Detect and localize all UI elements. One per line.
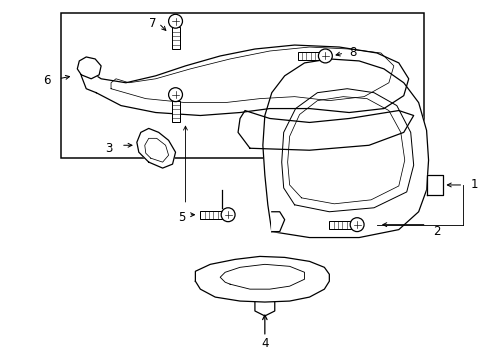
Polygon shape	[81, 45, 408, 116]
Polygon shape	[263, 59, 427, 238]
Circle shape	[318, 49, 332, 63]
Text: 8: 8	[348, 46, 356, 59]
Polygon shape	[254, 302, 274, 316]
Polygon shape	[271, 212, 284, 231]
Polygon shape	[238, 111, 413, 150]
Polygon shape	[77, 57, 101, 79]
Text: 1: 1	[469, 179, 477, 192]
Bar	[297, 52, 319, 60]
Text: 7: 7	[149, 17, 156, 30]
Bar	[171, 100, 179, 122]
Polygon shape	[195, 256, 328, 302]
Text: 3: 3	[105, 142, 113, 155]
Polygon shape	[137, 129, 175, 168]
Polygon shape	[426, 175, 443, 195]
Bar	[61, 13, 423, 158]
Circle shape	[349, 218, 364, 231]
Text: 2: 2	[433, 225, 440, 238]
Text: 5: 5	[178, 211, 185, 224]
Bar	[171, 27, 179, 49]
Circle shape	[221, 208, 235, 222]
Text: 4: 4	[261, 337, 268, 350]
Circle shape	[168, 88, 182, 102]
Circle shape	[168, 14, 182, 28]
Bar	[328, 221, 350, 229]
Bar	[200, 211, 222, 219]
Text: 6: 6	[43, 74, 50, 87]
